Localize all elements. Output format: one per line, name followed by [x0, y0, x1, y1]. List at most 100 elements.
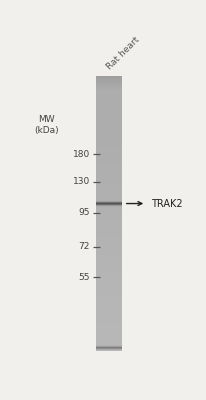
Bar [96, 263, 122, 264]
Bar [96, 328, 122, 329]
Bar [96, 276, 122, 277]
Bar [96, 177, 122, 178]
Bar [96, 136, 122, 137]
Bar [96, 344, 122, 345]
Text: Rat heart: Rat heart [105, 35, 141, 71]
Bar [96, 202, 122, 204]
Bar [96, 226, 122, 227]
Bar [96, 105, 122, 106]
Bar [96, 90, 122, 91]
Bar [96, 257, 122, 258]
Bar [96, 208, 122, 209]
Bar [96, 250, 122, 251]
Bar [96, 279, 122, 280]
Bar [96, 306, 122, 307]
Bar [96, 160, 122, 161]
Bar [96, 200, 122, 201]
Bar [96, 228, 122, 229]
Bar [96, 291, 122, 292]
Bar [96, 326, 122, 328]
Bar [96, 152, 122, 153]
Bar [96, 231, 122, 232]
Bar [96, 321, 122, 322]
Bar [96, 171, 122, 172]
Bar [96, 319, 122, 320]
Bar [96, 243, 122, 244]
Bar [96, 273, 122, 274]
Bar [96, 332, 122, 333]
Bar [96, 88, 122, 90]
Bar [96, 156, 122, 158]
Bar [96, 204, 122, 205]
Bar [96, 193, 122, 194]
Bar [96, 103, 122, 104]
Bar [96, 229, 122, 230]
Bar [96, 282, 122, 283]
Bar [96, 126, 122, 127]
Bar [96, 166, 122, 167]
Bar [96, 303, 122, 304]
Bar [96, 251, 122, 252]
Bar [96, 232, 122, 233]
Bar [96, 199, 122, 200]
Bar [96, 267, 122, 268]
Bar [96, 96, 122, 97]
Bar [96, 206, 122, 207]
Bar [96, 322, 122, 323]
Text: 55: 55 [78, 273, 90, 282]
Bar [96, 296, 122, 297]
Bar [96, 350, 122, 351]
Bar [96, 209, 122, 210]
Bar [96, 87, 122, 88]
Bar [96, 170, 122, 171]
Bar [96, 346, 122, 347]
Bar [96, 205, 122, 206]
Bar [96, 238, 122, 239]
Bar [96, 150, 122, 151]
Bar [96, 217, 122, 218]
Bar [96, 301, 122, 302]
Bar [96, 341, 122, 342]
Bar [96, 180, 122, 181]
Bar [96, 151, 122, 152]
Bar [96, 224, 122, 226]
Bar [96, 112, 122, 113]
Bar [96, 128, 122, 129]
Bar [96, 331, 122, 332]
Bar [96, 107, 122, 108]
Bar [96, 272, 122, 273]
Bar [96, 316, 122, 317]
Bar [96, 308, 122, 309]
Bar [96, 347, 122, 348]
Bar [96, 118, 122, 119]
Bar [96, 312, 122, 313]
Bar [96, 212, 122, 213]
Bar [96, 131, 122, 132]
Bar [96, 165, 122, 166]
Bar [96, 99, 122, 100]
Bar [96, 330, 122, 331]
Bar [96, 275, 122, 276]
Text: MW
(kDa): MW (kDa) [34, 115, 59, 135]
Bar [96, 86, 122, 87]
Bar [96, 81, 122, 82]
Bar [96, 146, 122, 147]
Bar [96, 162, 122, 163]
Bar [96, 137, 122, 138]
Bar [96, 121, 122, 122]
Bar [96, 144, 122, 145]
Text: TRAK2: TRAK2 [150, 198, 182, 208]
Bar [96, 323, 122, 324]
Text: 95: 95 [78, 208, 90, 217]
Bar [96, 311, 122, 312]
Bar [96, 246, 122, 247]
Bar [96, 175, 122, 176]
Bar [96, 195, 122, 196]
Bar [96, 113, 122, 114]
Bar [96, 281, 122, 282]
Bar [96, 92, 122, 93]
Bar [96, 227, 122, 228]
Bar [96, 249, 122, 250]
Bar [96, 142, 122, 143]
Bar [96, 178, 122, 179]
